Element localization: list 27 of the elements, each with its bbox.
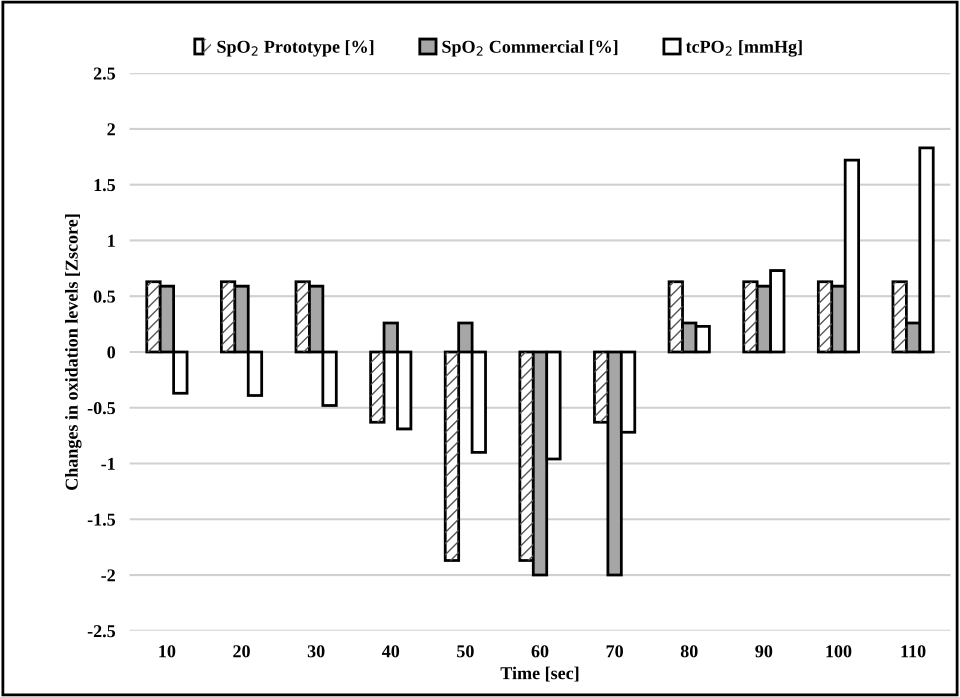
- y-tick-label: -1: [101, 458, 115, 470]
- y-tick-label: 0.5: [94, 290, 116, 303]
- y-tick-label: 0: [107, 346, 116, 358]
- legend-label: SpO$_{2}$ Prototype [%]: [217, 40, 374, 57]
- y-tick-label: -2: [101, 569, 115, 582]
- y-tick-label: 2.5: [94, 67, 116, 80]
- x-tick-label: 110: [901, 645, 926, 658]
- y-tick-label: 1.5: [94, 179, 116, 192]
- x-tick-label: 10: [159, 645, 176, 658]
- y-tick-label: -1.5: [88, 514, 116, 526]
- x-tick-label: 90: [755, 645, 772, 658]
- x-axis-title: Time [sec]: [500, 666, 578, 682]
- x-tick-label: 100: [826, 645, 852, 658]
- y-tick-label: 2: [107, 123, 115, 136]
- y-tick-label: 1: [108, 234, 115, 247]
- y-tick-label: -2.5: [88, 625, 116, 638]
- legend-label: SpO$_{2}$ Commercial [%]: [442, 40, 618, 57]
- y-tick-label: -0.5: [88, 402, 116, 414]
- x-tick-label: 40: [382, 645, 400, 658]
- x-tick-label: 70: [606, 645, 623, 658]
- x-tick-label: 20: [233, 645, 250, 658]
- x-tick-label: 30: [308, 645, 324, 658]
- x-tick-label: 80: [680, 645, 698, 658]
- y-axis-title: Changes in oxidation levels [Zscore]: [65, 214, 82, 490]
- x-tick-label: 60: [532, 645, 548, 658]
- legend-label: tcPO$_{2}$ [mmHg]: [686, 40, 802, 57]
- x-tick-label: 50: [457, 645, 474, 658]
